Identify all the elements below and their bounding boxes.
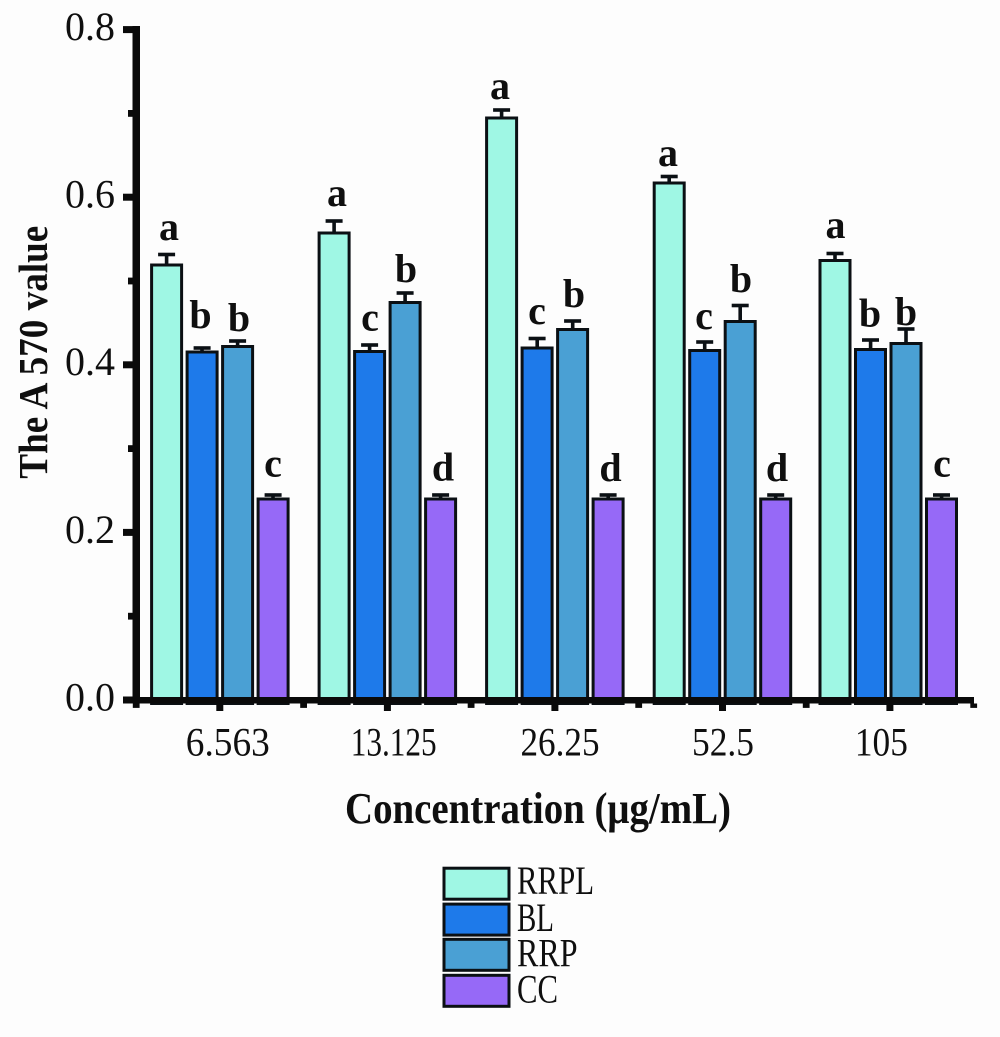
svg-text:d: d <box>766 445 788 490</box>
svg-text:26.25: 26.25 <box>521 720 600 765</box>
svg-text:0.6: 0.6 <box>65 172 115 217</box>
svg-text:d: d <box>599 445 621 490</box>
svg-text:0.8: 0.8 <box>65 4 115 49</box>
svg-text:CC: CC <box>517 967 558 1012</box>
svg-text:0.2: 0.2 <box>65 507 115 552</box>
svg-text:0.0: 0.0 <box>65 674 115 719</box>
svg-text:RRPL: RRPL <box>517 858 594 903</box>
svg-text:13.125: 13.125 <box>351 720 437 765</box>
svg-text:c: c <box>528 288 546 333</box>
svg-text:0.4: 0.4 <box>65 339 115 384</box>
svg-text:a: a <box>826 202 846 247</box>
svg-text:c: c <box>361 295 379 340</box>
svg-text:b: b <box>859 290 881 335</box>
svg-text:b: b <box>730 256 752 301</box>
svg-text:c: c <box>933 441 951 486</box>
svg-text:BL: BL <box>517 895 554 940</box>
svg-text:a: a <box>658 130 678 175</box>
svg-text:a: a <box>327 170 347 215</box>
svg-text:a: a <box>159 204 179 249</box>
svg-text:b: b <box>563 271 585 316</box>
svg-text:b: b <box>395 246 417 291</box>
svg-text:6.563: 6.563 <box>186 720 270 765</box>
svg-text:b: b <box>895 289 917 334</box>
svg-text:c: c <box>264 441 282 486</box>
svg-text:Concentration (μg/mL): Concentration (μg/mL) <box>345 784 731 833</box>
svg-text:The A 570 value: The A 570 value <box>10 226 56 479</box>
svg-text:b: b <box>228 295 250 340</box>
svg-text:c: c <box>695 293 713 338</box>
svg-text:52.5: 52.5 <box>692 720 754 765</box>
svg-text:b: b <box>189 292 211 337</box>
svg-text:a: a <box>490 63 510 108</box>
svg-text:105: 105 <box>855 720 908 765</box>
svg-text:d: d <box>432 444 454 489</box>
svg-text:RRP: RRP <box>517 931 578 976</box>
